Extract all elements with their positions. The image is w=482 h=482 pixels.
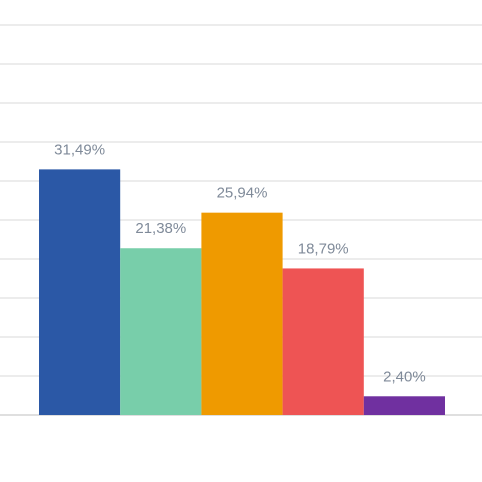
data-label-1: 31,49% xyxy=(54,141,105,158)
bar-1 xyxy=(39,169,121,415)
bars xyxy=(39,169,445,415)
data-label-2: 21,38% xyxy=(135,220,186,237)
bar-2 xyxy=(120,248,202,415)
bar-5 xyxy=(363,396,445,415)
data-label-3: 25,94% xyxy=(217,185,268,202)
bar-4 xyxy=(282,268,364,415)
data-labels: 31,49% 21,38% 25,94% 18,79% 2,40% xyxy=(54,141,426,385)
data-label-4: 18,79% xyxy=(298,240,349,257)
bar-3 xyxy=(201,212,283,415)
data-label-5: 2,40% xyxy=(383,368,426,385)
